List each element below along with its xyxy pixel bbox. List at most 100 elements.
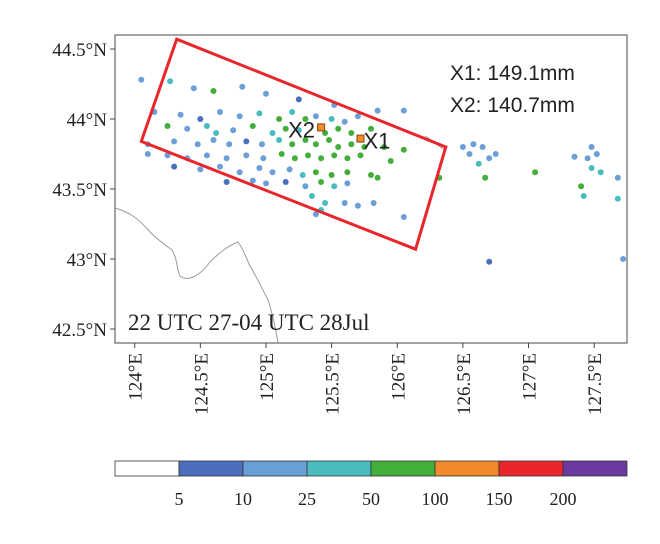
- station-point: [400, 214, 407, 220]
- station-point: [614, 195, 621, 202]
- station-point: [400, 107, 407, 114]
- station-point: [276, 137, 283, 143]
- station-point: [226, 141, 233, 148]
- station-point: [164, 123, 171, 129]
- station-point: [243, 152, 250, 159]
- station-point: [381, 144, 388, 150]
- station-point: [249, 177, 256, 184]
- station-point: [210, 137, 217, 143]
- map-background: [115, 35, 627, 343]
- station-point: [368, 172, 374, 178]
- station-point: [370, 200, 377, 206]
- site-markers: X1 X2: [288, 117, 390, 153]
- station-point: [580, 193, 587, 199]
- site-label-x2: X2: [288, 117, 315, 142]
- station-point: [614, 174, 621, 181]
- station-point: [256, 165, 263, 171]
- precipitation-colorbar: 5 10 25 50 100 150 200: [114, 460, 628, 509]
- station-point: [318, 179, 325, 185]
- station-point: [387, 158, 394, 164]
- lat-tick-label: 43°N: [67, 250, 108, 271]
- colorbar-swatch: [242, 460, 308, 477]
- station-point: [305, 152, 311, 159]
- station-point: [302, 137, 309, 143]
- station-point: [335, 144, 342, 150]
- station-point: [282, 179, 289, 185]
- station-point: [263, 90, 269, 97]
- time-range-label: 22 UTC 27-04 UTC 28Jul: [128, 310, 370, 335]
- station-point: [230, 127, 237, 134]
- colorbar-swatch: [434, 460, 500, 477]
- station-point: [295, 127, 302, 134]
- station-point: [322, 200, 329, 206]
- lat-tick-label: 44.5°N: [52, 40, 107, 61]
- station-point: [260, 155, 267, 162]
- station-point: [171, 163, 178, 170]
- station-point: [312, 113, 319, 120]
- station-point: [357, 152, 364, 159]
- station-point: [344, 180, 351, 187]
- station-point: [348, 141, 355, 148]
- station-point: [282, 125, 289, 132]
- station-point: [171, 138, 178, 145]
- station-point: [374, 174, 381, 181]
- colorbar-label: 200: [550, 489, 577, 509]
- colorbar-label: 50: [362, 489, 380, 509]
- station-point: [578, 183, 585, 190]
- station-point: [269, 169, 276, 176]
- lon-tick-label: 127°E: [520, 353, 541, 401]
- station-points: [138, 76, 627, 265]
- station-point: [213, 130, 220, 136]
- study-region-box: [139, 37, 448, 252]
- station-point: [308, 193, 315, 199]
- lon-tick-label: 126°E: [388, 353, 409, 401]
- station-point: [470, 141, 477, 148]
- station-point: [532, 169, 539, 176]
- colorbar-swatch: [306, 460, 372, 477]
- station-point: [341, 200, 348, 206]
- station-point: [291, 155, 298, 162]
- x1-value-label: X1: 149.1mm: [450, 62, 575, 85]
- station-point: [331, 183, 338, 190]
- station-point: [256, 110, 263, 117]
- station-point: [295, 96, 302, 103]
- station-point: [312, 141, 319, 148]
- station-point: [571, 153, 578, 160]
- station-point: [144, 151, 151, 157]
- station-point: [328, 172, 335, 178]
- station-point: [177, 111, 184, 118]
- station-point: [236, 169, 243, 176]
- colorbar-swatch: [498, 460, 564, 477]
- station-point: [486, 258, 493, 265]
- lon-tick-label: 127.5°E: [585, 353, 606, 415]
- colorbar-label: 10: [234, 489, 252, 509]
- station-point: [331, 152, 338, 159]
- station-point: [344, 155, 351, 162]
- station-point: [289, 109, 296, 115]
- colorbar-label: 150: [486, 489, 513, 509]
- station-point: [210, 88, 217, 94]
- station-point: [259, 141, 265, 148]
- station-point: [466, 151, 473, 157]
- lon-tick-label: 125.5°E: [323, 353, 344, 415]
- station-point: [348, 130, 355, 136]
- lat-tick-label: 42.5°N: [52, 320, 107, 341]
- station-point: [203, 123, 210, 129]
- station-point: [588, 165, 595, 171]
- station-point: [492, 151, 499, 157]
- longitude-axis: 124°E 124.5°E 125°E 125.5°E 126°E 126.5°E 127°…: [126, 343, 606, 415]
- station-point: [354, 202, 361, 209]
- site-marker-x2: [317, 123, 326, 132]
- station-point: [593, 151, 600, 157]
- station-point: [197, 166, 204, 173]
- station-point: [482, 174, 489, 181]
- station-point: [194, 141, 201, 148]
- station-point: [361, 144, 368, 150]
- station-point: [459, 144, 466, 150]
- station-point: [278, 151, 285, 157]
- station-point: [326, 137, 332, 143]
- station-point: [479, 144, 486, 150]
- station-point: [239, 83, 246, 90]
- colorbar-label: 25: [298, 489, 316, 509]
